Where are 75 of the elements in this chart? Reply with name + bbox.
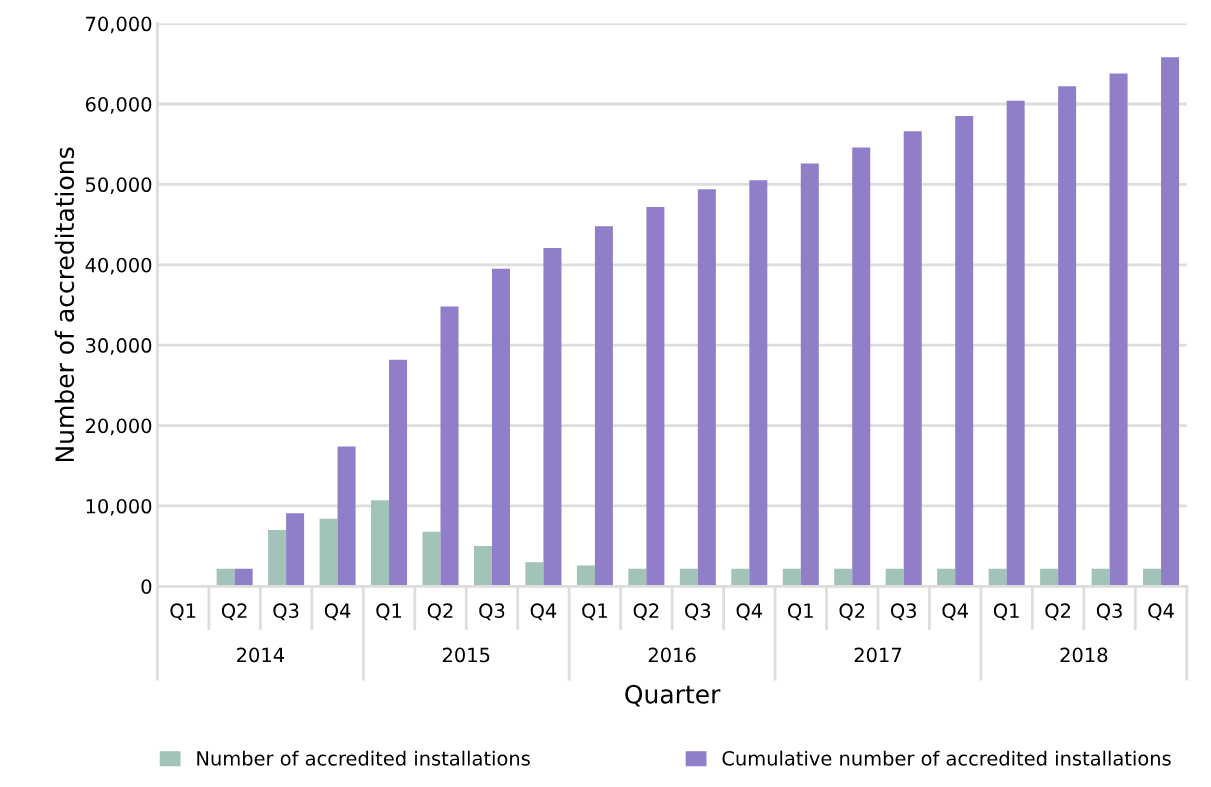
bar (337, 446, 356, 587)
bar (731, 568, 750, 587)
x-tick-label: Q2 (221, 603, 247, 621)
bar (852, 147, 871, 587)
bar (885, 568, 904, 587)
bar (268, 530, 287, 587)
bar (1091, 568, 1110, 587)
x-tick-label: Q3 (479, 603, 505, 621)
bar (988, 568, 1007, 587)
bar (286, 513, 305, 587)
x-tick-label: Q2 (427, 603, 453, 621)
x-tick-label: Q4 (942, 603, 968, 621)
x-tick-label: Q4 (1148, 603, 1174, 621)
x-tick-label: Q4 (736, 603, 763, 621)
bar (216, 568, 235, 587)
y-tick-label: 30,000 (86, 338, 152, 355)
legend-label: Cumulative number of accredited installations (722, 750, 1171, 766)
bar (594, 226, 613, 587)
text: 2015 (442, 647, 490, 663)
y-tick-label: 20,000 (85, 418, 152, 436)
bar (1040, 568, 1059, 587)
x-tick-label: Q1 (993, 603, 1019, 621)
y-tick-label: 70,000 (86, 16, 152, 34)
bar (525, 562, 544, 587)
bar (1109, 73, 1128, 587)
x-tick-label: Q3 (1096, 603, 1122, 621)
x-tick-label: Q2 (1045, 603, 1070, 621)
bar (389, 359, 408, 587)
bar (834, 568, 853, 587)
x-tick-label: Q3 (890, 603, 916, 621)
bar (576, 565, 595, 587)
y-tick-label: 60,000 (85, 96, 152, 114)
bar (646, 206, 665, 587)
y-tick-label: 0 (141, 579, 152, 594)
y-tick-label: 10,000 (86, 498, 152, 516)
text: 2018 (1060, 647, 1108, 663)
bar (371, 500, 390, 587)
bar (937, 568, 956, 587)
x-tick-label: Q1 (788, 603, 813, 621)
x-tick-label: Q4 (530, 603, 557, 621)
x-tick-label: Q1 (582, 603, 607, 621)
y-tick-label: 40,000 (85, 257, 152, 275)
bar (319, 518, 338, 587)
bar (749, 180, 768, 587)
x-tick-label: Q2 (839, 603, 865, 621)
text: 2014 (237, 647, 285, 663)
bar (491, 268, 510, 587)
bar (1143, 568, 1162, 587)
text: 2016 (648, 647, 696, 663)
bar (679, 568, 698, 587)
bar (1161, 57, 1180, 587)
x-tick-label: Q3 (273, 603, 299, 621)
bar (955, 116, 974, 587)
x-tick-label: Q4 (324, 603, 351, 621)
text: 2017 (854, 647, 902, 663)
bar (234, 568, 253, 587)
x-axis-title: Quarter (625, 684, 721, 707)
y-axis-title: Number of accreditations (54, 147, 75, 462)
bar (800, 163, 819, 587)
bar (440, 306, 459, 587)
bar (782, 568, 801, 587)
x-tick-label: Q2 (633, 603, 659, 621)
x-tick-label: Q1 (376, 603, 402, 621)
bar (1006, 100, 1025, 587)
y-tick-label: 50,000 (86, 177, 152, 195)
bar (697, 189, 716, 587)
bar (543, 247, 562, 587)
bar (1058, 86, 1077, 587)
bar (422, 531, 441, 587)
bar (903, 131, 922, 587)
x-tick-label: Q1 (170, 603, 196, 621)
legend-label: Number of accredited installations (197, 750, 530, 766)
x-tick-label: Q3 (685, 603, 711, 621)
bar (473, 546, 492, 587)
bar (628, 568, 647, 587)
